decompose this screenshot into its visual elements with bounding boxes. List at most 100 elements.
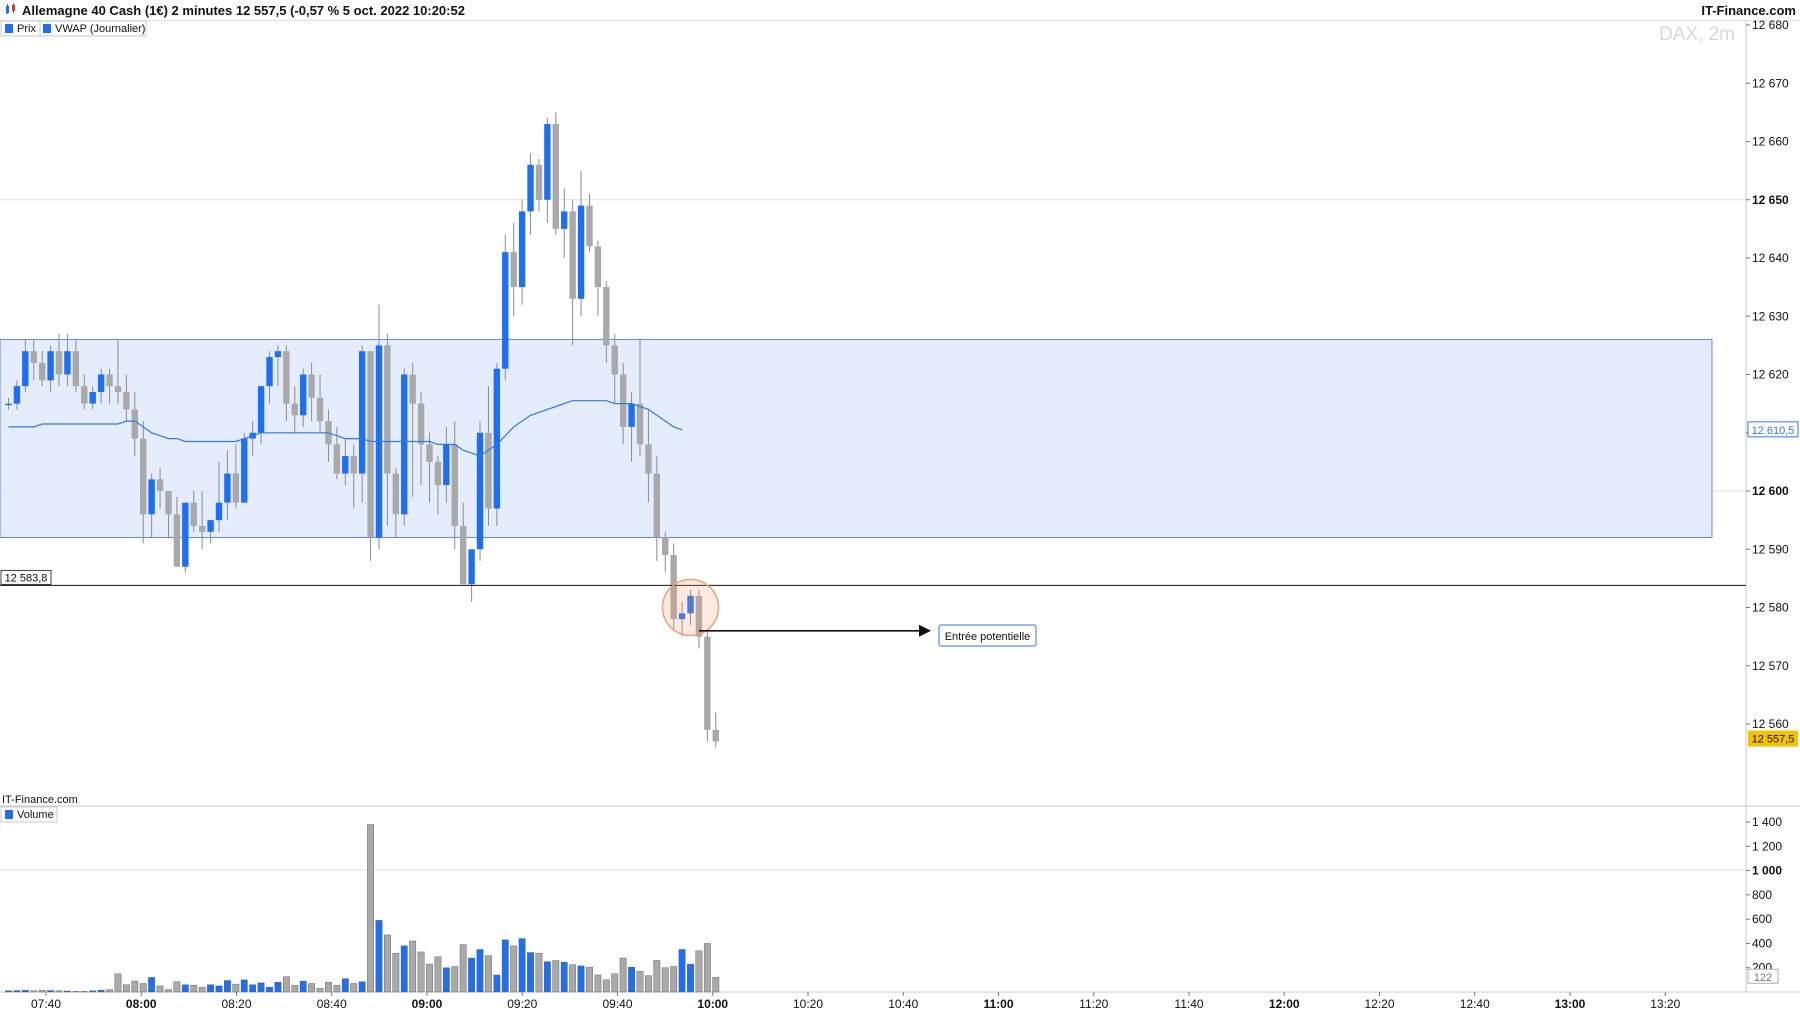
time-x-tick-label: 13:00: [1555, 997, 1586, 1011]
candle-body: [274, 351, 282, 358]
candle-body: [232, 473, 240, 503]
time-x-tick-label: 09:00: [412, 997, 443, 1011]
time-x-tick-label: 12:00: [1269, 997, 1300, 1011]
volume-bar: [190, 985, 198, 993]
candle-body: [342, 456, 349, 474]
candle-body: [165, 491, 172, 515]
candle-body: [426, 444, 433, 462]
candle-body: [64, 351, 71, 375]
candle-body: [459, 525, 467, 585]
entry-annotation[interactable]: Entrée potentielle: [938, 624, 1037, 647]
volume-bar: [5, 990, 12, 993]
volume-bar: [501, 939, 509, 993]
volume-bar: [224, 980, 231, 993]
price-y-tick-label: 12 620: [1752, 368, 1789, 382]
candle-body: [544, 124, 551, 200]
volume-last-badge: [1747, 968, 1779, 984]
candle-body: [392, 473, 400, 515]
candle-body: [628, 403, 635, 427]
volume-bar: [543, 961, 551, 993]
candle-body: [350, 456, 357, 474]
volume-bar: [527, 952, 534, 993]
price-y-tick-label: 12 650: [1752, 193, 1789, 207]
price-y-tick-label: 12 580: [1752, 601, 1789, 615]
brand-label: IT-Finance.com: [1701, 3, 1796, 18]
last-price-badge: [1748, 730, 1798, 747]
volume-bar: [181, 984, 189, 993]
candle-body: [636, 403, 644, 445]
volume-bar: [198, 986, 206, 993]
volume-bar: [274, 982, 282, 993]
volume-legend[interactable]: Volume: [0, 806, 58, 823]
candle-body: [451, 444, 458, 526]
candle-body: [594, 246, 602, 288]
price-y-tick-label: 12 660: [1752, 135, 1789, 149]
volume-bar: [299, 980, 307, 993]
volume-bar: [106, 989, 113, 993]
candle-body: [257, 386, 265, 433]
volume-bar: [400, 945, 408, 993]
chart-header: Allemagne 40 Cash (1€) 2 minutes 12 557,…: [0, 0, 1800, 21]
last-price-label: 12 557,5: [1752, 734, 1795, 746]
entry-arrow-head: [919, 624, 931, 637]
volume-bar: [375, 920, 383, 993]
volume-bar: [64, 990, 71, 993]
time-x-tick-label: 11:00: [983, 997, 1013, 1011]
candle-body: [653, 473, 661, 538]
time-x-tick-label: 08:20: [221, 997, 251, 1011]
chart-watermark: DAX, 2m: [1659, 24, 1735, 45]
candle-body: [97, 374, 105, 392]
price-y-tick-label: 12 570: [1752, 659, 1789, 673]
volume-y-tick-label: 600: [1752, 912, 1772, 926]
candle-body: [156, 479, 164, 491]
price-y-tick-label: 12 640: [1752, 251, 1789, 265]
volume-last-label: 122: [1754, 972, 1772, 984]
volume-bars-group: [5, 824, 720, 993]
volume-bar: [510, 945, 518, 993]
volume-bar: [451, 966, 459, 993]
vwap-price-label: 12 610,5: [1752, 425, 1795, 437]
candle-body: [527, 164, 534, 212]
candle-body: [123, 391, 130, 410]
price-axis-labels: 12 583,8 12 610,5 12 557,5: [0, 421, 1799, 747]
candle-body: [695, 595, 703, 637]
volume-bar: [139, 983, 147, 993]
time-x-tick-label: 09:40: [602, 997, 632, 1011]
volume-bar: [442, 967, 450, 993]
volume-bar: [653, 960, 661, 993]
candle-body: [283, 351, 290, 404]
volume-bar: [367, 824, 374, 993]
time-x-tick-label: 10:20: [793, 997, 823, 1011]
candle-body: [586, 205, 593, 247]
volume-bar: [148, 977, 156, 993]
candle-body: [577, 205, 585, 299]
volume-bar: [712, 976, 720, 993]
volume-bar: [291, 985, 299, 993]
candle-body: [476, 432, 484, 550]
price-y-tick-label: 12 670: [1752, 76, 1789, 90]
candle-body: [333, 444, 341, 474]
candle-body: [224, 473, 231, 503]
candle-body: [266, 357, 273, 387]
volume-bar: [392, 952, 400, 993]
candle-body: [190, 502, 197, 526]
volume-bar: [417, 951, 425, 993]
time-x-tick-label: 13:20: [1650, 997, 1680, 1011]
candle-body: [22, 351, 29, 387]
volume-bar: [215, 985, 223, 993]
time-x-tick-label: 12:40: [1460, 997, 1490, 1011]
candle-body: [207, 520, 214, 532]
volume-bar: [30, 990, 38, 993]
candle-body: [308, 374, 315, 398]
volume-bar: [645, 975, 652, 993]
price-legend[interactable]: Prix VWAP (Journalier): [0, 20, 147, 37]
candle-body: [401, 374, 408, 515]
volume-bar: [325, 982, 332, 993]
price-legend-swatch: [5, 24, 13, 33]
time-x-axis[interactable]: 07:40 08:00 08:20 08:40 09:00 09:20 09:40 10:00…: [31, 992, 1681, 1011]
volume-bar: [333, 985, 341, 993]
time-x-tick-label: 12:20: [1364, 997, 1394, 1011]
